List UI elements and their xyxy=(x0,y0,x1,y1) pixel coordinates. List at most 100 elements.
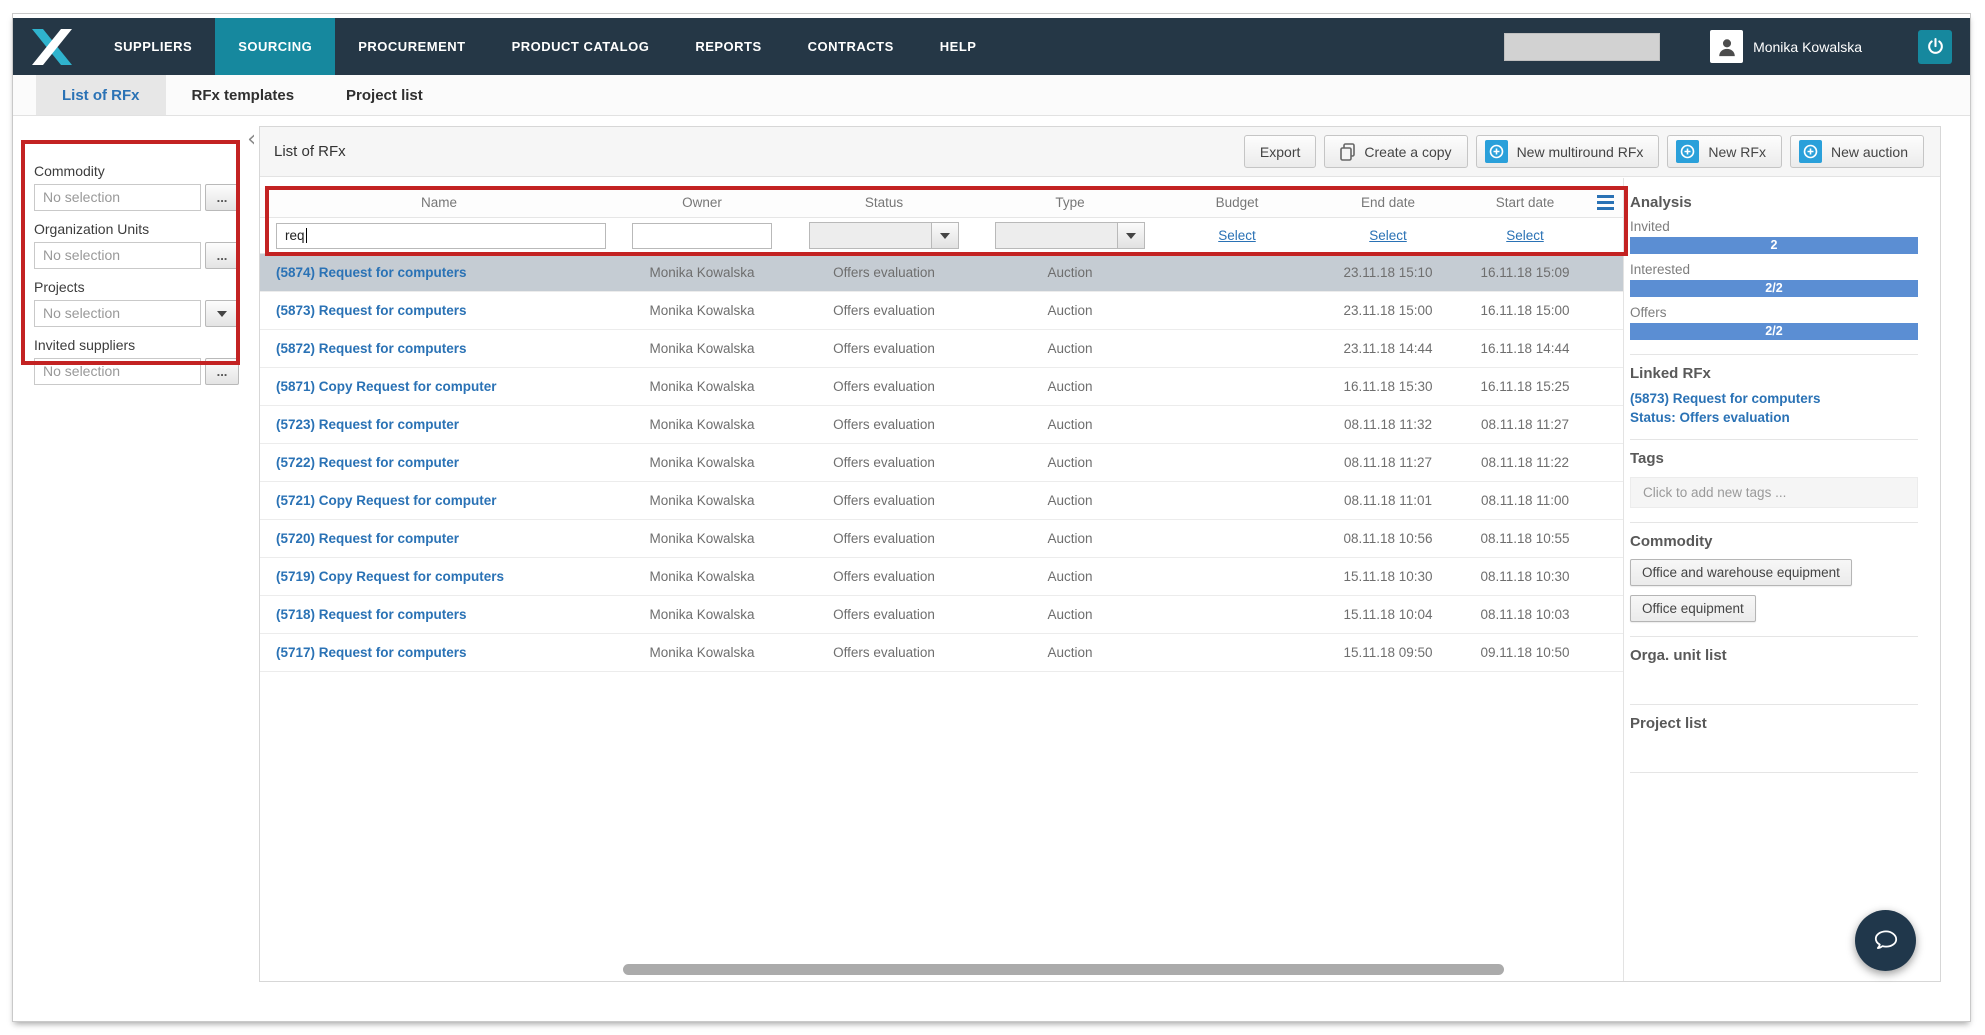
page-title: List of RFx xyxy=(274,143,346,160)
organization-units-browse-button[interactable]: ... xyxy=(205,242,239,269)
column-header-name[interactable]: Name xyxy=(420,195,457,210)
new-multiround-rfx-button[interactable]: New multiround RFx xyxy=(1475,135,1660,168)
tags-title: Tags xyxy=(1630,450,1664,467)
filter-label: Commodity xyxy=(34,163,105,179)
invited-suppliers-filter-input[interactable]: No selection xyxy=(34,358,201,385)
table-row[interactable]: (5873) Request for computers Monika Kowa… xyxy=(260,292,1623,330)
rfx-name-link[interactable]: (5874) Request for computers xyxy=(276,265,467,280)
tab-project-list[interactable]: Project list xyxy=(346,86,423,104)
plus-circle-icon xyxy=(1676,140,1700,163)
owner-filter-input[interactable] xyxy=(632,222,772,249)
horizontal-scrollbar[interactable] xyxy=(623,964,1504,975)
table-row[interactable]: (5874) Request for computers Monika Kowa… xyxy=(260,254,1623,292)
nav-item-reports[interactable]: REPORTS xyxy=(695,39,762,54)
chevron-down-icon[interactable] xyxy=(1117,223,1144,248)
list-toolbar: List of RFx Export Create a copy xyxy=(260,127,1940,177)
table-row[interactable]: (5722) Request for computer Monika Kowal… xyxy=(260,444,1623,482)
organization-units-filter-input[interactable]: No selection xyxy=(34,242,201,269)
tags-section: Tags Click to add new tags ... xyxy=(1630,440,1918,523)
rfx-name-link[interactable]: (5871) Copy Request for computer xyxy=(276,379,497,394)
top-navbar: SUPPLIERS SOURCING PROCUREMENT PRODUCT C… xyxy=(13,18,1970,75)
table-row[interactable]: (5717) Request for computers Monika Kowa… xyxy=(260,634,1623,672)
metric-label-offers: Offers xyxy=(1630,305,1667,320)
tab-list-of-rfx[interactable]: List of RFx xyxy=(36,75,166,115)
nav-item-product-catalog[interactable]: PRODUCT CATALOG xyxy=(511,39,650,54)
nav-item-suppliers[interactable]: SUPPLIERS xyxy=(114,39,193,54)
name-filter-input[interactable]: req xyxy=(276,222,606,249)
rfx-name-link[interactable]: (5721) Copy Request for computer xyxy=(276,493,497,508)
export-button[interactable]: Export xyxy=(1243,135,1317,168)
linked-rfx-status: Status: Offers evaluation xyxy=(1630,410,1790,425)
tags-input[interactable]: Click to add new tags ... xyxy=(1630,477,1918,508)
rfx-name-link[interactable]: (5720) Request for computer xyxy=(276,531,460,546)
end-date-select-link[interactable]: Select xyxy=(1369,228,1407,243)
commodity-filter-input[interactable]: No selection xyxy=(34,184,201,211)
linked-rfx-section: Linked RFx (5873) Request for computers … xyxy=(1630,355,1918,440)
type-filter-select[interactable] xyxy=(995,222,1145,249)
table-row[interactable]: (5872) Request for computers Monika Kowa… xyxy=(260,330,1623,368)
rfx-name-link[interactable]: (5873) Request for computers xyxy=(276,303,467,318)
brand-logo-icon[interactable] xyxy=(13,18,91,75)
filter-commodity: Commodity No selection ... xyxy=(34,163,239,211)
nav-item-contracts[interactable]: CONTRACTS xyxy=(807,39,894,54)
column-header-type[interactable]: Type xyxy=(1055,195,1085,210)
table-row[interactable]: (5718) Request for computers Monika Kowa… xyxy=(260,596,1623,634)
table-row[interactable]: (5871) Copy Request for computer Monika … xyxy=(260,368,1623,406)
invited-suppliers-browse-button[interactable]: ... xyxy=(205,358,239,385)
rfx-name-link[interactable]: (5717) Request for computers xyxy=(276,645,467,660)
column-header-start-date[interactable]: Start date xyxy=(1495,195,1555,210)
rfx-name-link[interactable]: (5872) Request for computers xyxy=(276,341,467,356)
table-row[interactable]: (5720) Request for computer Monika Kowal… xyxy=(260,520,1623,558)
metric-label-invited: Invited xyxy=(1630,219,1670,234)
new-auction-button[interactable]: New auction xyxy=(1789,135,1924,168)
rfx-name-link[interactable]: (5722) Request for computer xyxy=(276,455,460,470)
nav-item-procurement[interactable]: PROCUREMENT xyxy=(358,39,466,54)
status-filter-select[interactable] xyxy=(809,222,959,249)
create-copy-button[interactable]: Create a copy xyxy=(1324,135,1468,168)
tab-rfx-templates[interactable]: RFx templates xyxy=(191,86,295,104)
chat-support-button[interactable] xyxy=(1855,910,1916,971)
filter-projects: Projects No selection xyxy=(34,279,239,327)
commodity-browse-button[interactable]: ... xyxy=(205,184,239,211)
projects-dropdown-button[interactable] xyxy=(205,300,239,327)
sidebar-collapse-chevron-icon[interactable]: ‹ xyxy=(247,127,256,152)
column-header-owner[interactable]: Owner xyxy=(682,195,722,210)
project-list-section: Project list xyxy=(1630,705,1918,773)
table-header-row: Name Owner Status Type Budget End date S… xyxy=(260,188,1623,218)
column-header-end-date[interactable]: End date xyxy=(1360,195,1416,210)
commodity-chip[interactable]: Office and warehouse equipment xyxy=(1630,559,1852,586)
table-row[interactable]: (5723) Request for computer Monika Kowal… xyxy=(260,406,1623,444)
filter-organization-units: Organization Units No selection ... xyxy=(34,221,239,269)
rfx-name-link[interactable]: (5723) Request for computer xyxy=(276,417,460,432)
table-row[interactable]: (5719) Copy Request for computers Monika… xyxy=(260,558,1623,596)
user-avatar[interactable] xyxy=(1710,30,1744,63)
table-row[interactable]: (5721) Copy Request for computer Monika … xyxy=(260,482,1623,520)
start-date-select-link[interactable]: Select xyxy=(1506,228,1544,243)
nav-item-sourcing[interactable]: SOURCING xyxy=(215,18,336,75)
rfx-name-link[interactable]: (5718) Request for computers xyxy=(276,607,467,622)
budget-select-link[interactable]: Select xyxy=(1218,228,1256,243)
rfx-table: Name Owner Status Type Budget End date S… xyxy=(260,178,1624,981)
rfx-name-link[interactable]: (5719) Copy Request for computers xyxy=(276,569,505,584)
column-header-status[interactable]: Status xyxy=(864,195,904,210)
linked-rfx-link[interactable]: (5873) Request for computers xyxy=(1630,391,1821,406)
nav-item-help[interactable]: HELP xyxy=(939,39,977,54)
orga-unit-list-section: Orga. unit list xyxy=(1630,637,1918,705)
toolbar-buttons: Export Create a copy New multiround xyxy=(1243,135,1924,168)
logout-power-button[interactable] xyxy=(1918,29,1952,64)
new-rfx-button[interactable]: New RFx xyxy=(1667,135,1782,168)
chevron-down-icon xyxy=(217,310,227,317)
filter-label: Projects xyxy=(34,279,85,295)
commodity-chip[interactable]: Office equipment xyxy=(1630,595,1756,622)
filter-invited-suppliers: Invited suppliers No selection ... xyxy=(34,337,239,385)
global-search-input[interactable] xyxy=(1504,32,1661,61)
plus-circle-icon xyxy=(1484,140,1508,163)
chevron-down-icon[interactable] xyxy=(931,223,958,248)
projects-filter-input[interactable]: No selection xyxy=(34,300,201,327)
commodity-section: Commodity Office and warehouse equipment… xyxy=(1630,523,1918,637)
interested-bar: 2/2 xyxy=(1630,280,1918,297)
column-menu-icon[interactable] xyxy=(1596,195,1614,210)
content-row: Name Owner Status Type Budget End date S… xyxy=(260,178,1940,981)
table-filter-row: req Select xyxy=(260,218,1623,254)
column-header-budget[interactable]: Budget xyxy=(1215,195,1259,210)
